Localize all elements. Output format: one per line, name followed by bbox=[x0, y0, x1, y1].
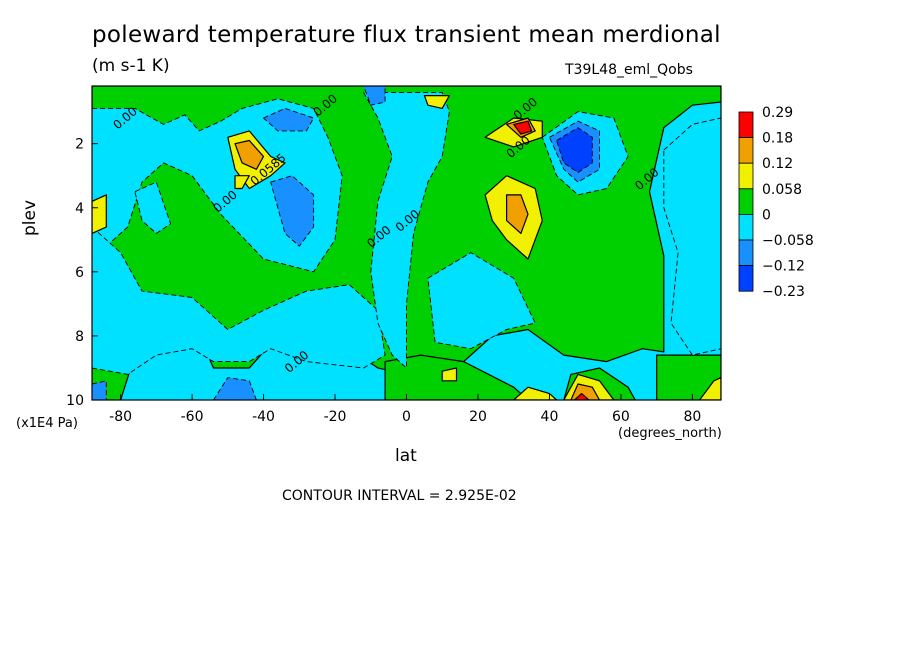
colorbar-label: 0 bbox=[762, 207, 771, 223]
colorbar: 0.29 0.18 0.12 0.058 0 −0.058 −0.12 −0.23 bbox=[738, 105, 814, 300]
x-axis-units: (degrees_north) bbox=[618, 426, 722, 441]
y-tick-label: 4 bbox=[75, 201, 84, 217]
contour-region-neg1 bbox=[92, 226, 386, 375]
contour-region-pos2 bbox=[423, 94, 450, 110]
dataset-label: T39L48_eml_Qobs bbox=[565, 62, 693, 78]
contour-region-pos4 bbox=[573, 393, 590, 400]
x-axis-ticks: -80 -60 -40 -20 0 20 40 60 80 bbox=[109, 394, 701, 425]
y-tick-label: 2 bbox=[75, 137, 84, 153]
x-tick-label: -40 bbox=[252, 409, 275, 425]
contour-region-pos2 bbox=[698, 377, 721, 400]
x-tick-label: -20 bbox=[324, 409, 347, 425]
contour-region-pos2 bbox=[441, 367, 458, 382]
y-tick-label: 10 bbox=[66, 393, 84, 409]
contour-region-pos2 bbox=[513, 386, 558, 400]
contour-region-neg1 bbox=[663, 117, 721, 356]
colorbar-label: 0.058 bbox=[762, 182, 802, 198]
x-tick-label: 60 bbox=[612, 409, 630, 425]
contour-region-pos3 bbox=[506, 194, 529, 234]
colorbar-label: −0.12 bbox=[762, 259, 805, 275]
contour-region-pos3 bbox=[234, 139, 265, 170]
x-tick-label: -80 bbox=[109, 409, 132, 425]
contour-region-pos2 bbox=[92, 194, 107, 234]
y-axis-ticks: 2 4 6 8 10 bbox=[66, 137, 98, 409]
colorbar-label: 0.29 bbox=[762, 105, 793, 121]
colorbar-swatch bbox=[738, 265, 754, 292]
x-tick-label: 80 bbox=[683, 409, 701, 425]
colorbar-swatch bbox=[738, 213, 754, 241]
chart-title: poleward temperature flux transient mean… bbox=[92, 22, 721, 48]
contour-region-neg2 bbox=[92, 380, 107, 400]
contour-region-neg2 bbox=[263, 107, 315, 132]
contour-region-pos4 bbox=[513, 120, 533, 135]
contour-region-neg1 bbox=[427, 252, 536, 350]
contour-interval: CONTOUR INTERVAL = 2.925E-02 bbox=[282, 488, 517, 504]
plot-regions bbox=[92, 86, 721, 400]
contour-region-neg1 bbox=[363, 91, 450, 369]
contour-region-neg3 bbox=[556, 127, 593, 173]
colorbar-swatch bbox=[738, 111, 754, 139]
colorbar-label: −0.058 bbox=[762, 233, 814, 249]
colorbar-swatch bbox=[738, 137, 754, 164]
x-tick-label: 40 bbox=[541, 409, 559, 425]
chart-units: (m s-1 K) bbox=[92, 56, 170, 76]
x-tick-label: 0 bbox=[402, 409, 411, 425]
contour-region-pos1 bbox=[656, 354, 721, 400]
x-tick-label: 20 bbox=[469, 409, 487, 425]
y-axis-units: (x1E4 Pa) bbox=[16, 416, 78, 431]
contour-region-neg1 bbox=[92, 98, 343, 273]
colorbar-swatch bbox=[738, 188, 754, 215]
x-tick-label: -60 bbox=[181, 409, 204, 425]
contour-region-neg2 bbox=[363, 86, 386, 106]
colorbar-label: 0.12 bbox=[762, 156, 793, 172]
contour-region-neg2 bbox=[213, 377, 257, 400]
contour-region-neg2 bbox=[270, 175, 315, 247]
colorbar-swatch bbox=[738, 162, 754, 190]
y-tick-label: 6 bbox=[75, 265, 84, 281]
colorbar-label: 0.18 bbox=[762, 131, 793, 147]
contour-region-pos2 bbox=[234, 175, 250, 190]
x-axis-label: lat bbox=[395, 446, 417, 466]
y-tick-label: 8 bbox=[75, 329, 84, 345]
colorbar-label: −0.23 bbox=[762, 284, 805, 300]
colorbar-swatch bbox=[738, 239, 754, 267]
contour-region-neg1 bbox=[134, 181, 172, 234]
